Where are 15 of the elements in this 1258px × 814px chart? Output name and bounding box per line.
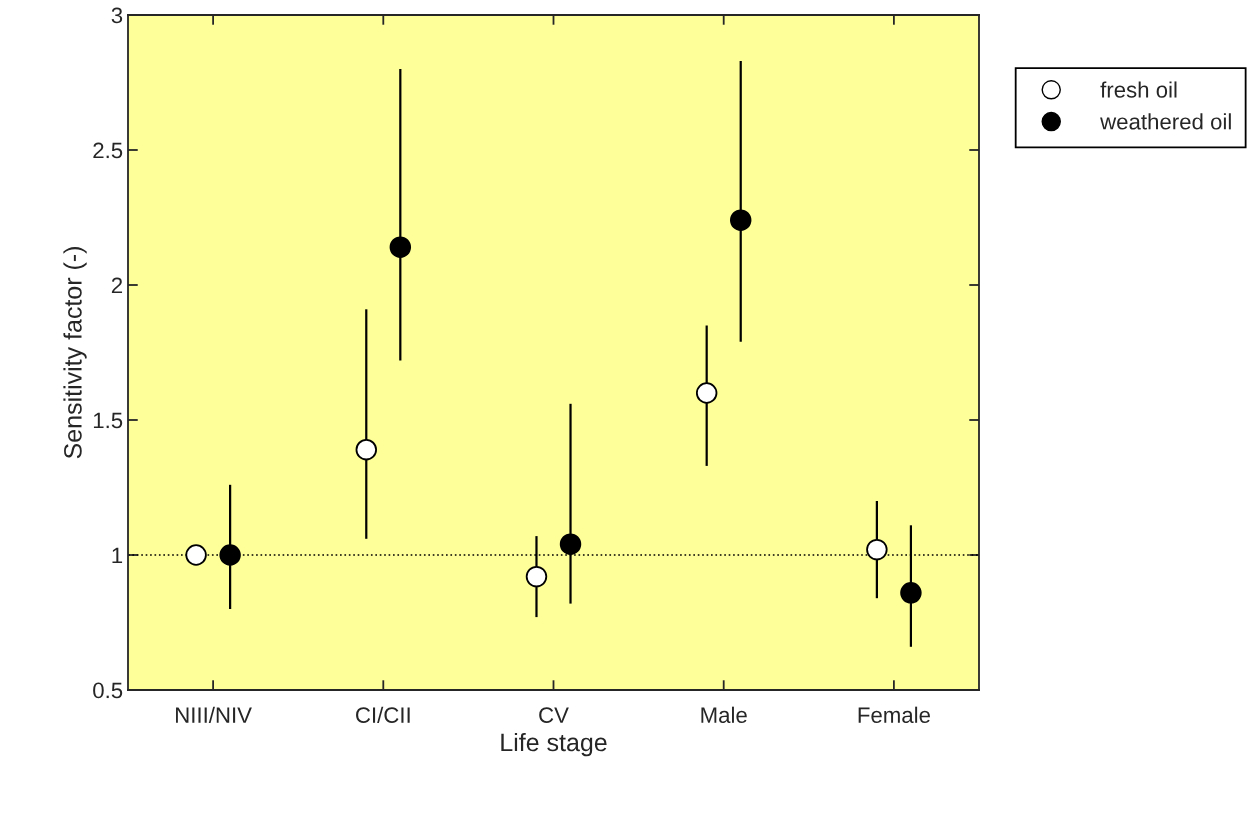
x-tick-label: Male <box>701 706 747 723</box>
y-tick-label: 1 <box>112 547 123 564</box>
y-tick-label: 3 <box>111 7 123 24</box>
x-axis-title: Life stage <box>501 732 607 757</box>
legend-label: fresh oil <box>1100 81 1177 98</box>
x-tick-label: NIII/NIV <box>176 706 252 723</box>
y-axis-title: Sensitivity factor (-) <box>63 247 87 459</box>
x-tick-label: Female <box>858 706 930 723</box>
y-tick-label: 1.5 <box>93 412 123 429</box>
legend-label: weathered oil <box>1100 113 1231 130</box>
y-tick-label: 2 <box>111 277 123 294</box>
x-tick-label: CV <box>539 707 569 723</box>
y-tick-label: 0.5 <box>93 682 123 699</box>
y-tick-label: 2.5 <box>93 142 123 159</box>
x-tick-label: CI/CII <box>356 706 410 723</box>
